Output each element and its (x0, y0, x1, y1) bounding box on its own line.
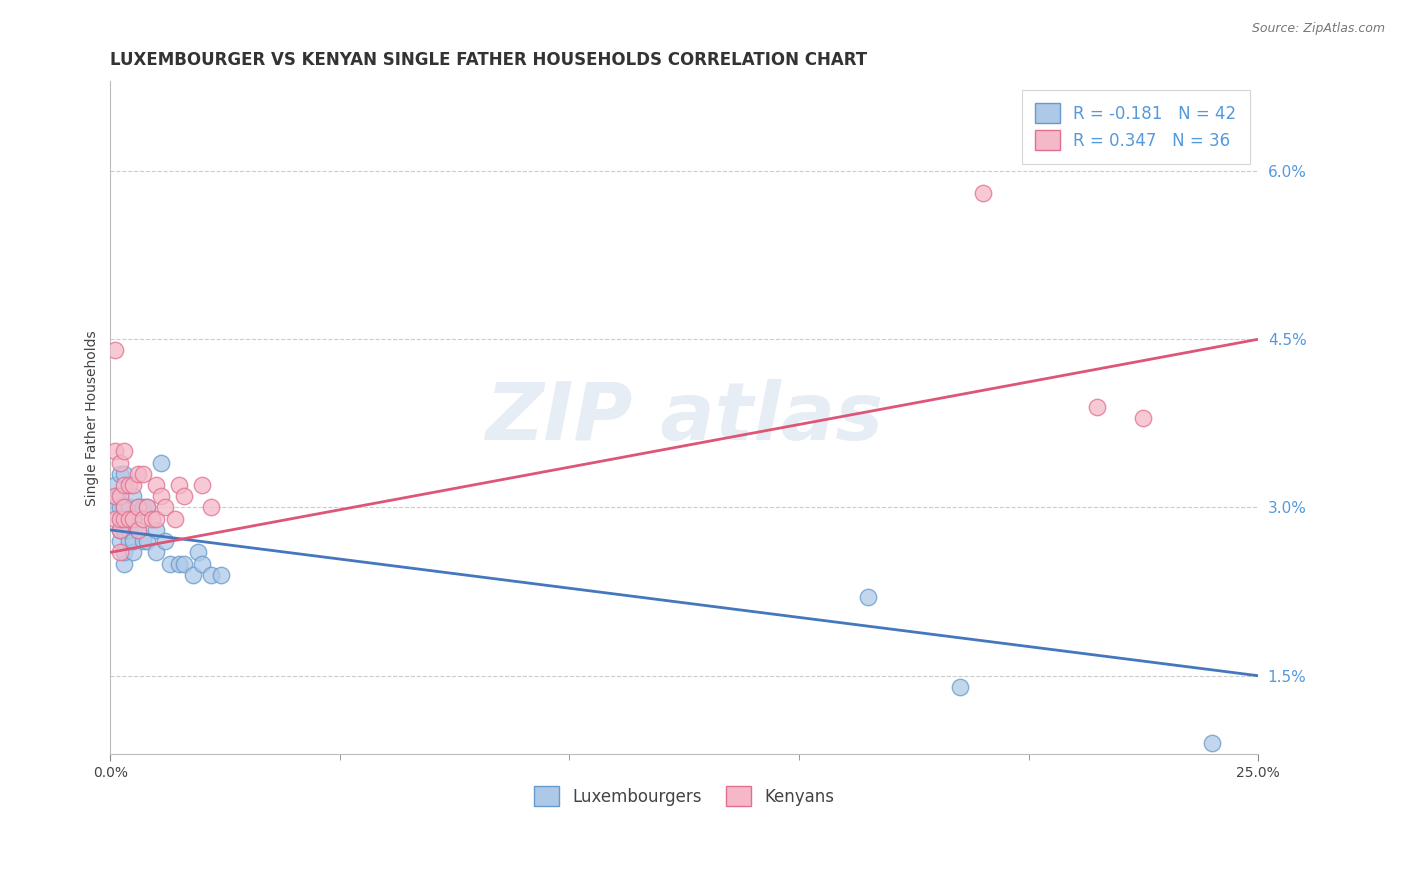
Point (127, 467, 149, 481)
Point (145, 478, 167, 492)
Point (108, 500, 131, 515)
Point (118, 478, 141, 492)
Point (112, 467, 135, 481)
Y-axis label: Single Father Households: Single Father Households (86, 330, 100, 506)
Point (191, 557, 214, 571)
Point (200, 567, 222, 582)
Point (1085, 400, 1108, 414)
Point (108, 523, 131, 537)
Point (122, 512, 145, 526)
Point (169, 478, 191, 492)
Point (127, 500, 149, 515)
Point (104, 444, 127, 458)
Point (200, 500, 222, 515)
Point (112, 545, 135, 559)
Point (112, 500, 135, 515)
Point (112, 500, 135, 515)
Point (149, 456, 172, 470)
Point (122, 478, 145, 492)
Point (131, 534, 153, 549)
Point (187, 545, 209, 559)
Point (122, 534, 145, 549)
Point (122, 545, 145, 559)
Point (136, 500, 159, 515)
Point (1201, 736, 1223, 750)
Point (108, 512, 131, 526)
Point (145, 512, 167, 526)
Point (141, 512, 163, 526)
Point (145, 545, 167, 559)
Point (108, 523, 131, 537)
Point (112, 523, 135, 537)
Point (127, 523, 149, 537)
Point (972, 186, 994, 201)
Point (122, 489, 145, 503)
Point (112, 557, 135, 571)
Point (108, 534, 131, 549)
Point (149, 489, 172, 503)
Point (108, 512, 131, 526)
Point (104, 478, 127, 492)
Point (173, 557, 195, 571)
Point (1132, 410, 1154, 425)
Point (159, 557, 181, 571)
Point (104, 512, 127, 526)
Point (131, 512, 153, 526)
Point (856, 591, 879, 605)
Point (127, 500, 149, 515)
Point (145, 523, 167, 537)
Point (108, 456, 131, 470)
Point (108, 467, 131, 481)
Point (163, 512, 186, 526)
Point (118, 512, 141, 526)
Point (155, 500, 177, 515)
Point (104, 489, 127, 503)
Point (169, 557, 191, 571)
Point (155, 534, 177, 549)
Point (112, 478, 135, 492)
Point (104, 343, 127, 358)
Point (104, 500, 127, 515)
Point (104, 489, 127, 503)
Point (112, 512, 135, 526)
Point (131, 467, 153, 481)
Point (949, 680, 972, 694)
Point (112, 512, 135, 526)
Point (108, 489, 131, 503)
Point (181, 567, 204, 582)
Text: LUXEMBOURGER VS KENYAN SINGLE FATHER HOUSEHOLDS CORRELATION CHART: LUXEMBOURGER VS KENYAN SINGLE FATHER HOU… (111, 51, 868, 69)
Legend: Luxembourgers, Kenyans: Luxembourgers, Kenyans (527, 780, 841, 814)
Text: Source: ZipAtlas.com: Source: ZipAtlas.com (1251, 22, 1385, 36)
Point (112, 444, 135, 458)
Point (127, 523, 149, 537)
Point (118, 500, 141, 515)
Point (136, 500, 159, 515)
Point (191, 478, 214, 492)
Point (108, 545, 131, 559)
Point (136, 534, 159, 549)
Point (122, 512, 145, 526)
Text: ZIP atlas: ZIP atlas (485, 379, 883, 457)
Point (209, 567, 232, 582)
Point (118, 534, 141, 549)
Point (131, 500, 153, 515)
Point (173, 489, 195, 503)
Point (118, 523, 141, 537)
